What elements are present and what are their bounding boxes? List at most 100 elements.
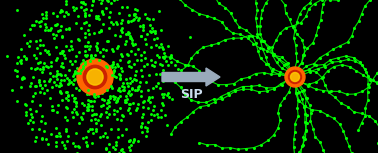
- Point: [72, 69, 78, 72]
- Point: [57, 92, 64, 94]
- Point: [54, 56, 60, 59]
- Point: [27, 84, 33, 87]
- Point: [47, 71, 53, 74]
- Point: [271, 54, 277, 56]
- Point: [127, 103, 133, 105]
- Point: [303, 130, 309, 132]
- Point: [358, 112, 364, 115]
- Point: [73, 101, 79, 104]
- Point: [64, 91, 70, 94]
- Point: [92, 54, 98, 56]
- Point: [23, 104, 29, 106]
- Point: [43, 17, 49, 19]
- Point: [363, 106, 369, 109]
- Point: [253, 17, 259, 19]
- Point: [110, 61, 116, 64]
- Point: [64, 139, 70, 142]
- Point: [363, 71, 369, 74]
- Point: [33, 85, 39, 87]
- Point: [60, 49, 66, 52]
- Point: [113, 141, 119, 143]
- Point: [129, 87, 135, 90]
- Point: [155, 82, 161, 84]
- Point: [301, 89, 307, 91]
- Point: [165, 45, 171, 47]
- Point: [287, 18, 293, 21]
- Point: [113, 21, 119, 24]
- Point: [42, 92, 48, 94]
- Point: [138, 95, 144, 98]
- Point: [223, 83, 229, 86]
- Point: [298, 81, 304, 84]
- Point: [276, 73, 282, 75]
- Point: [114, 47, 120, 49]
- Point: [157, 73, 163, 75]
- Point: [14, 9, 20, 11]
- Point: [119, 84, 125, 87]
- Point: [291, 146, 297, 149]
- Point: [232, 90, 238, 92]
- Point: [82, 61, 88, 63]
- Point: [57, 74, 64, 76]
- Point: [100, 135, 106, 137]
- Point: [273, 39, 279, 42]
- Point: [135, 48, 141, 50]
- Point: [72, 72, 78, 75]
- Point: [299, 71, 305, 74]
- Point: [187, 36, 193, 39]
- Point: [172, 81, 178, 83]
- Point: [251, 146, 257, 149]
- Point: [149, 63, 155, 66]
- Point: [54, 69, 60, 72]
- Point: [40, 66, 46, 68]
- Point: [143, 43, 149, 45]
- Point: [160, 48, 166, 50]
- Point: [85, 103, 91, 105]
- Point: [58, 65, 64, 68]
- Point: [211, 17, 217, 20]
- Point: [288, 83, 294, 85]
- Point: [156, 56, 162, 58]
- Point: [18, 47, 24, 50]
- Point: [251, 42, 257, 45]
- Point: [337, 60, 343, 63]
- Point: [167, 56, 173, 59]
- Point: [64, 90, 70, 93]
- Point: [125, 54, 132, 56]
- Point: [37, 52, 43, 55]
- Point: [31, 54, 37, 56]
- Point: [31, 24, 37, 26]
- Point: [345, 105, 351, 108]
- Point: [90, 93, 96, 95]
- Point: [34, 67, 40, 69]
- Point: [189, 65, 195, 67]
- Point: [226, 94, 232, 97]
- Point: [118, 149, 124, 151]
- Point: [94, 63, 100, 66]
- Point: [88, 59, 94, 61]
- Point: [225, 92, 231, 94]
- Point: [148, 58, 154, 61]
- Point: [159, 46, 165, 48]
- Point: [82, 45, 88, 48]
- Point: [80, 65, 86, 67]
- Point: [19, 76, 25, 79]
- Point: [80, 2, 86, 5]
- Point: [152, 32, 158, 34]
- Point: [276, 58, 282, 61]
- Point: [355, 129, 361, 131]
- Point: [269, 70, 275, 72]
- Point: [135, 19, 141, 21]
- Point: [135, 88, 141, 91]
- Point: [91, 99, 97, 102]
- Point: [258, 17, 264, 20]
- Point: [70, 83, 76, 86]
- Point: [27, 108, 33, 110]
- Point: [86, 14, 92, 17]
- Point: [108, 21, 114, 23]
- Point: [126, 103, 132, 105]
- Point: [32, 92, 38, 94]
- Point: [172, 126, 178, 128]
- Point: [253, 42, 259, 44]
- Point: [253, 1, 259, 4]
